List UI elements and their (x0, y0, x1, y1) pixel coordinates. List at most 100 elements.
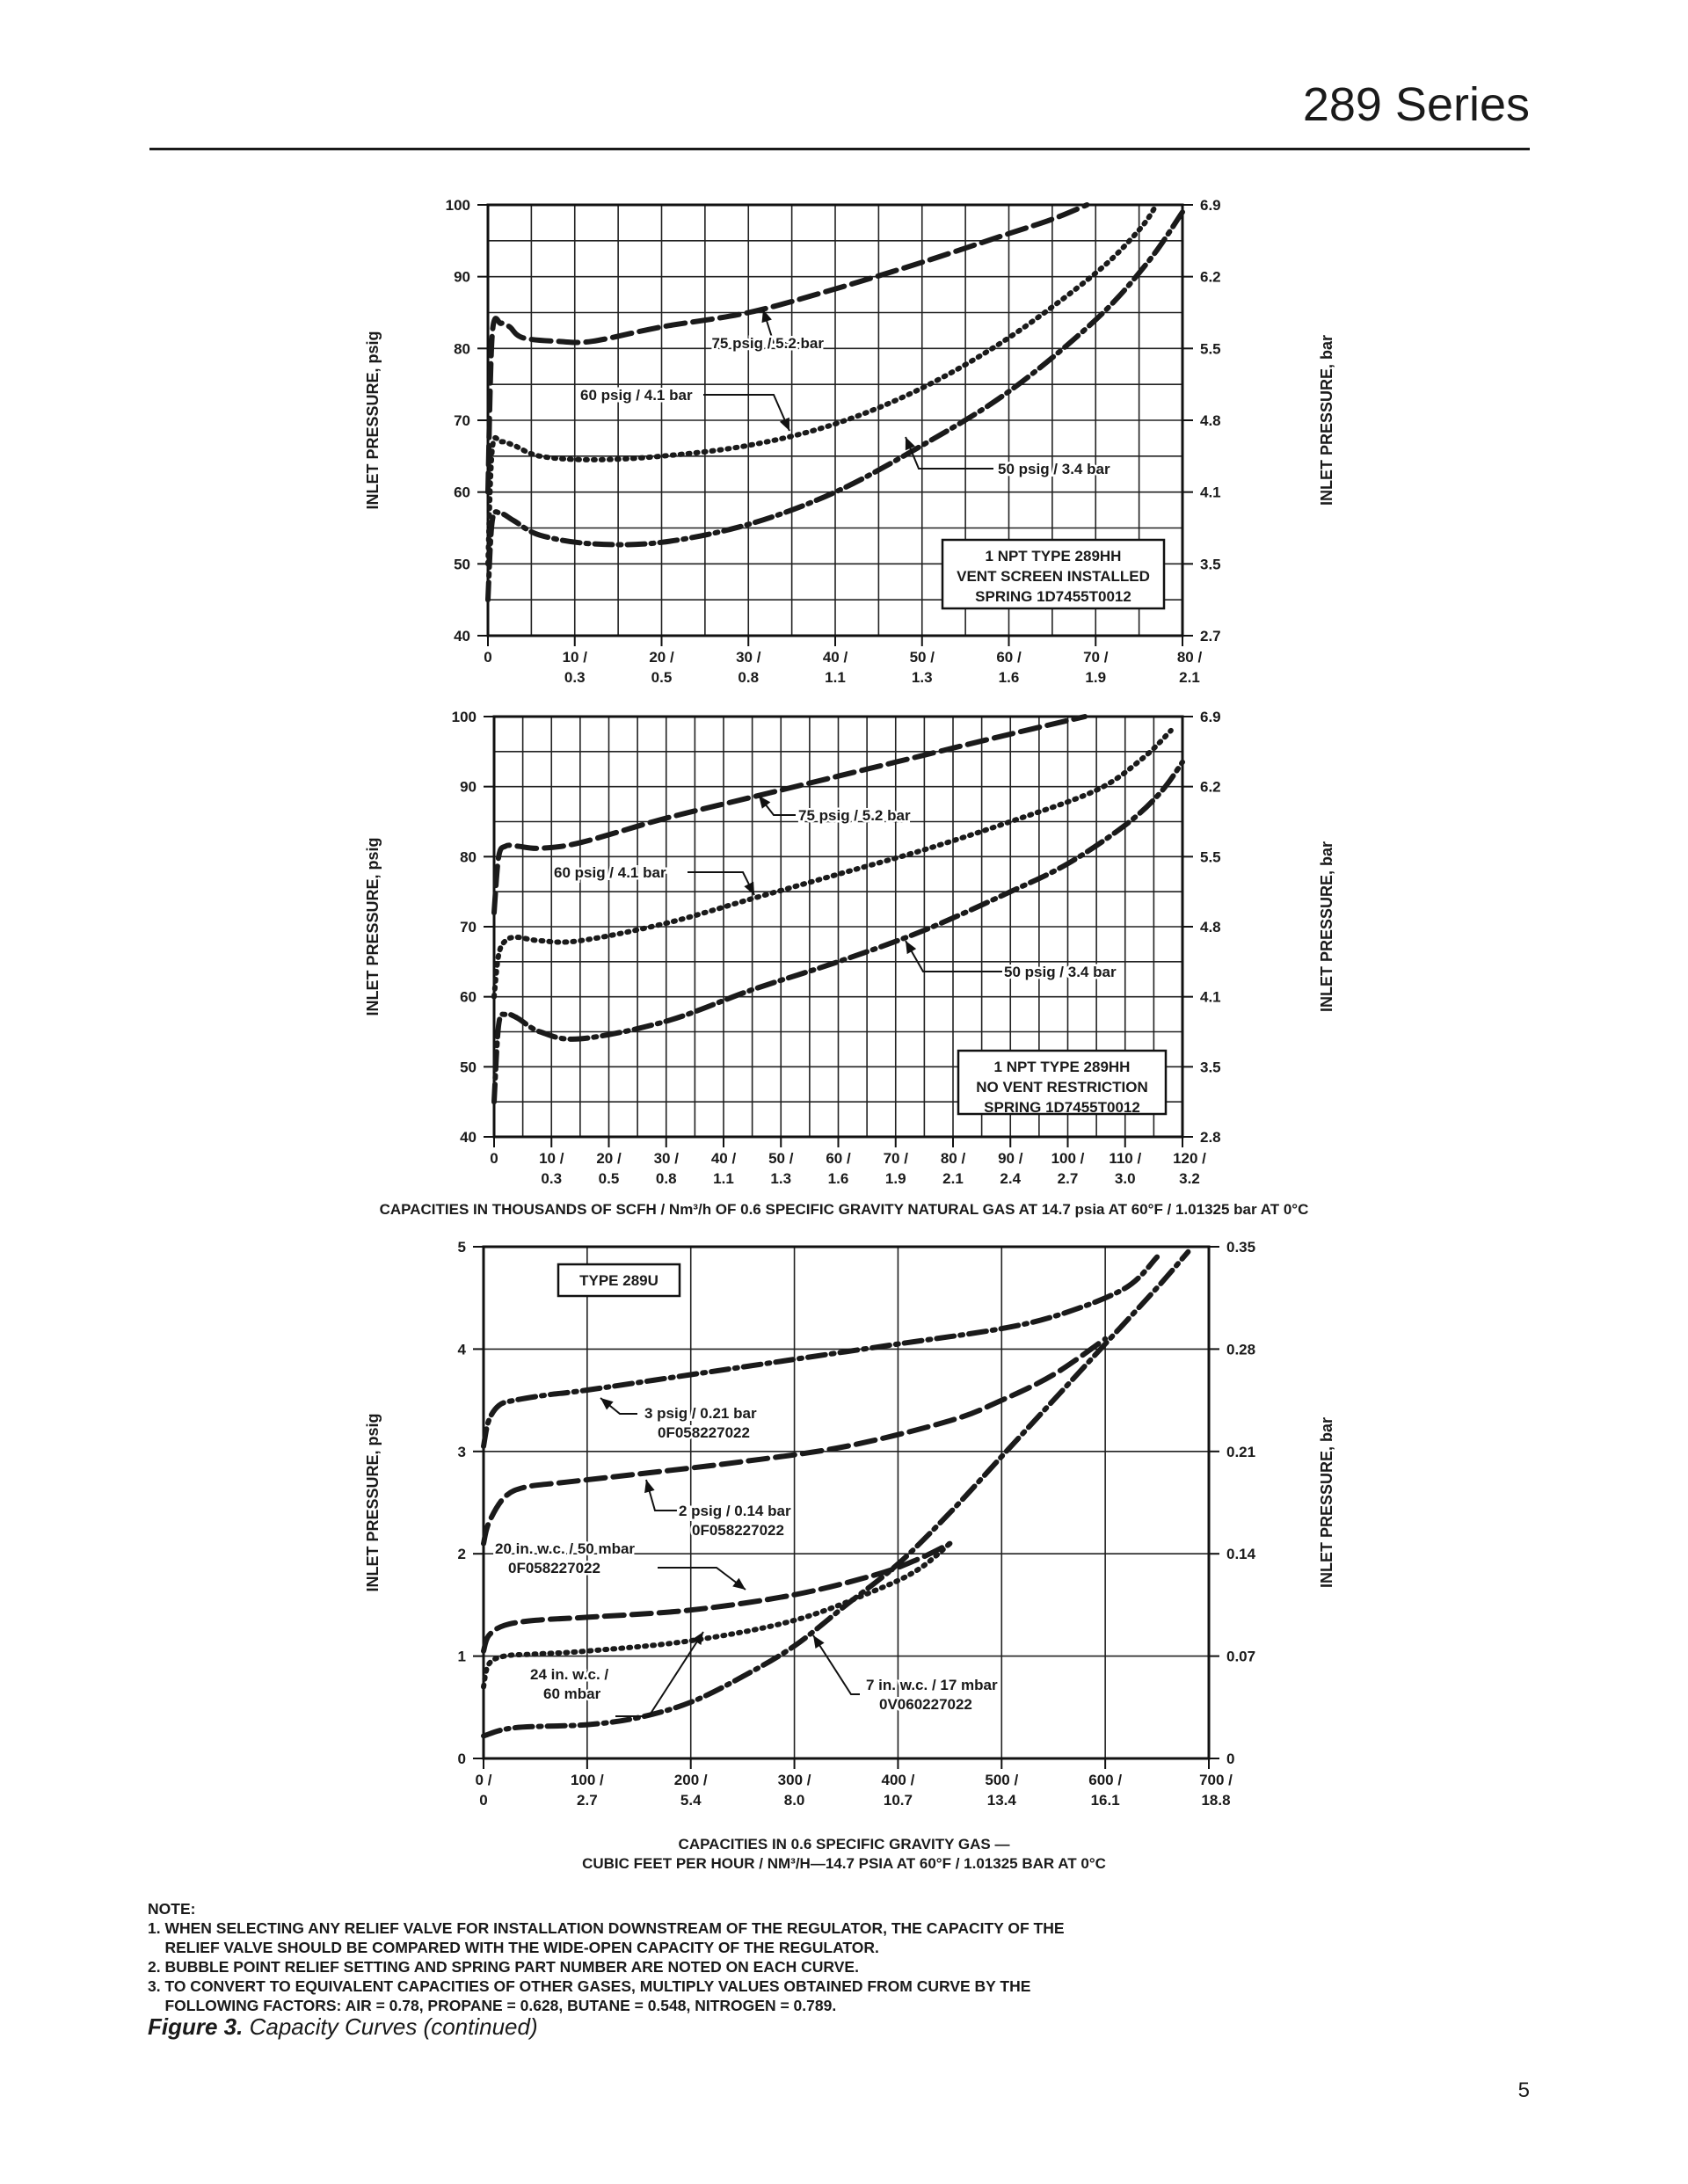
series-title: 289 Series (1302, 78, 1530, 131)
x-tick-sublabel: 1.9 (1085, 669, 1106, 686)
y-axis-label: INLET PRESSURE, psig (364, 837, 382, 1016)
annotation-label: 2 psig / 0.14 bar (679, 1503, 791, 1519)
y-right-tick-label: 6.2 (1200, 269, 1221, 286)
annotation-arrowhead (644, 1480, 655, 1494)
y-tick-label: 3 (458, 1444, 466, 1460)
y-tick-label: 5 (458, 1239, 466, 1256)
chart-label-text: SPRING 1D7455T0012 (984, 1099, 1140, 1116)
y-tick-label: 80 (454, 340, 470, 357)
y-tick-label: 100 (446, 197, 470, 214)
y-right-tick-label: 4.8 (1200, 919, 1221, 935)
annotation-sublabel: 60 mbar (543, 1685, 601, 1702)
series-line (491, 714, 1088, 916)
x-tick-sublabel: 0.5 (599, 1170, 620, 1187)
y-right-tick-label: 5.5 (1200, 340, 1221, 357)
y-tick-label: 60 (460, 989, 477, 1006)
x-tick-label: 50 / (768, 1150, 794, 1167)
capacity-charts: 100 90 80 70 60 50 40 6.9 6.2 5.5 4.8 4.1 3.5 2.7 0 10 … (364, 197, 1335, 1872)
x-tick-sublabel: 1.1 (713, 1170, 734, 1187)
x-tick-sublabel: 8.0 (784, 1792, 805, 1809)
y-right-tick-label: 4.8 (1200, 412, 1221, 429)
series-line (481, 1336, 1109, 1547)
y-right-tick-label: 4.1 (1200, 989, 1221, 1006)
x-tick-label: 70 / (884, 1150, 909, 1167)
y-right-tick-label: 2.7 (1200, 628, 1221, 644)
y-right-tick-label: 0.21 (1226, 1444, 1255, 1460)
annotation-arrowhead (744, 881, 754, 895)
x-tick-label: 10 / (563, 649, 588, 666)
chart-label-text: NO VENT RESTRICTION (976, 1079, 1148, 1096)
chart-1: 100 90 80 70 60 50 40 6.9 6.2 5.5 4.8 4.1 3.5 2.7 0 10 … (364, 197, 1335, 686)
x-tick-sublabel: 2.7 (577, 1792, 598, 1809)
x-tick-sublabel: 0.8 (656, 1170, 677, 1187)
notes-heading: NOTE: (148, 1900, 196, 1918)
y-tick-label: 70 (460, 919, 477, 935)
notes-block: NOTE: 1. WHEN SELECTING ANY RELIEF VALVE… (148, 1899, 1291, 2015)
annotation-label: 3 psig / 0.21 bar (644, 1405, 757, 1422)
y-axis-label: INLET PRESSURE, psig (364, 1413, 382, 1591)
bottom-caption-line: CAPACITIES IN 0.6 SPECIFIC GRAVITY GAS — (679, 1836, 1010, 1853)
x-tick-label: 70 / (1083, 649, 1109, 666)
x-tick-sublabel: 0 (479, 1792, 487, 1809)
annotation-sublabel: 0F058227022 (508, 1560, 600, 1576)
annotation-label: 50 psig / 3.4 bar (998, 461, 1110, 477)
note-1b: RELIEF VALVE SHOULD BE COMPARED WITH THE… (148, 1939, 879, 1956)
x-tick-label: 10 / (539, 1150, 564, 1167)
y-tick-label: 40 (460, 1129, 477, 1146)
y-tick-label: 2 (458, 1546, 466, 1562)
annotation-arrowhead (600, 1398, 614, 1410)
x-tick-sublabel: 16.1 (1091, 1792, 1120, 1809)
y-tick-label: 4 (458, 1341, 467, 1358)
series-line (485, 202, 1160, 567)
x-tick-label: 100 / (1051, 1150, 1085, 1167)
chart-3: 5 4 3 2 1 0 0.35 0.28 0.21 0.14 0.07 0 0 / 0 100 / 2.7 2… (364, 1239, 1335, 1809)
x-tick-label: 40 / (711, 1150, 737, 1167)
y-right-tick-label: 6.2 (1200, 779, 1221, 796)
page-header: 289 Series (149, 70, 1530, 150)
annotation-arrowhead (813, 1635, 825, 1649)
x-tick-sublabel: 10.7 (884, 1792, 913, 1809)
y-tick-label: 100 (452, 709, 477, 725)
annotation-leader (645, 1479, 677, 1511)
middle-caption: CAPACITIES IN THOUSANDS OF SCFH / Nm³/h … (380, 1201, 1309, 1218)
y-right-tick-label: 0.35 (1226, 1239, 1255, 1256)
annotation-label: 7 in. w.c. / 17 mbar (866, 1677, 998, 1693)
x-tick-label: 90 / (998, 1150, 1023, 1167)
series-line (481, 1249, 1191, 1739)
annotation-leader (905, 940, 1002, 972)
chart-label-box (941, 538, 1166, 610)
annotation-label: 50 psig / 3.4 bar (1004, 964, 1117, 980)
x-tick-sublabel: 1.3 (912, 669, 933, 686)
series-line (481, 1254, 1160, 1449)
annotation-label: 75 psig / 5.2 bar (798, 807, 911, 824)
data-series (491, 714, 1185, 1105)
annotation-leader (658, 1567, 746, 1591)
x-tick-label: 60 / (996, 649, 1022, 666)
y-tick-label: 80 (460, 848, 477, 865)
x-tick-sublabel: 0.8 (738, 669, 759, 686)
y-axis-label: INLET PRESSURE, psig (364, 331, 382, 509)
note-3b: FOLLOWING FACTORS: AIR = 0.78, PROPANE =… (148, 1997, 837, 2014)
chart-label-text: VENT SCREEN INSTALLED (957, 568, 1150, 585)
figure-caption: Figure 3. Capacity Curves (continued) (148, 2013, 538, 2041)
y-tick-label: 90 (454, 269, 470, 286)
y-right-tick-label: 3.5 (1200, 1059, 1221, 1075)
chart-label-box (957, 1049, 1168, 1116)
x-tick-sublabel: 1.6 (828, 1170, 849, 1187)
x-tick-label: 110 / (1109, 1150, 1141, 1167)
data-series (485, 202, 1185, 603)
y-right-tick-label: 0.07 (1226, 1649, 1255, 1665)
data-series (481, 1249, 1191, 1739)
y-right-tick-label: 6.9 (1200, 197, 1221, 214)
chart-2: 100 90 80 70 60 50 40 6.9 6.2 5.5 4.8 4.1 3.5 2.8 0 10 … (364, 709, 1335, 1187)
annotation-label: 60 psig / 4.1 bar (580, 387, 693, 404)
y-tick-label: 70 (454, 412, 470, 429)
y-tick-label: 50 (454, 556, 470, 572)
note-2: 2. BUBBLE POINT RELIEF SETTING AND SPRIN… (148, 1958, 859, 1976)
series-line (485, 209, 1185, 603)
bottom-caption-line: CUBIC FEET PER HOUR / NM³/H—14.7 PSIA AT… (582, 1855, 1106, 1872)
x-tick-label: 60 / (826, 1150, 851, 1167)
annotation-label: 20 in. w.c. / 50 mbar (495, 1540, 635, 1557)
x-tick-label: 80 / (1177, 649, 1203, 666)
note-1a: 1. WHEN SELECTING ANY RELIEF VALVE FOR I… (148, 1919, 1065, 1937)
